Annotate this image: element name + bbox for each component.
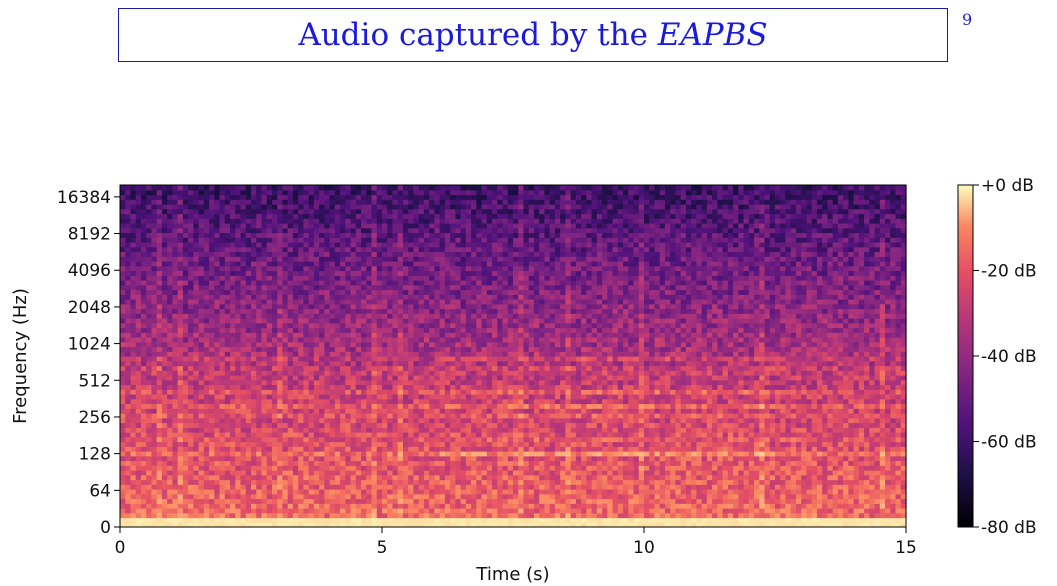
y-tick-label: 64	[89, 481, 111, 501]
y-tick-label: 0	[100, 518, 111, 538]
y-tick-label: 1024	[68, 335, 111, 355]
x-tick-label: 15	[895, 538, 917, 558]
y-tick-label: 256	[79, 408, 111, 428]
plot-frame	[119, 184, 907, 528]
x-tick-label: 10	[633, 538, 655, 558]
slide-title: Audio captured by the EAPBS	[298, 17, 768, 53]
spectrogram-heatmap	[120, 185, 907, 528]
y-tick-label: 4096	[68, 261, 111, 281]
colorbar-tick-label: +0 dB	[981, 176, 1034, 196]
slide-title-box: Audio captured by the EAPBS	[118, 8, 948, 62]
x-axis: 0 5 10 15	[115, 527, 917, 558]
page-number: 9	[962, 10, 973, 29]
y-tick-label: 128	[79, 445, 111, 465]
y-tick-label: 16384	[57, 188, 111, 208]
colorbar-tick-label: -20 dB	[981, 262, 1037, 282]
colorbar-tick-label: -60 dB	[981, 433, 1037, 453]
y-axis: 0 64 128 256 512 1024 2048 4096 8192 16384	[57, 188, 120, 538]
colorbar-tick-label: -80 dB	[981, 518, 1037, 538]
x-axis-label: Time (s)	[475, 564, 549, 585]
y-tick-label: 512	[79, 371, 111, 391]
slide-title-emphasis: EAPBS	[657, 17, 768, 53]
colorbar	[957, 184, 974, 528]
colorbar-tick-label: -40 dB	[981, 347, 1037, 367]
y-tick-label: 2048	[68, 298, 111, 318]
x-tick-label: 0	[115, 538, 126, 558]
x-tick-label: 5	[377, 538, 388, 558]
colorbar-ticks: +0 dB -20 dB -40 dB -60 dB -80 dB	[973, 176, 1037, 538]
y-tick-label: 8192	[68, 225, 111, 245]
y-axis-label: Frequency (Hz)	[10, 288, 31, 424]
